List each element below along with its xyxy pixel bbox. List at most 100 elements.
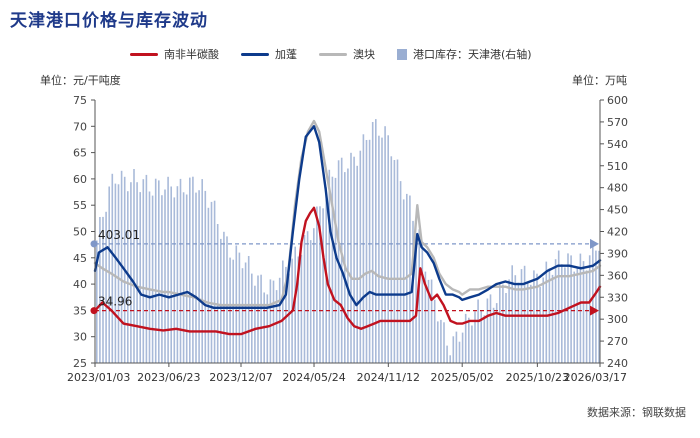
inventory-bar	[399, 181, 402, 363]
inventory-bar	[179, 178, 182, 363]
inventory-bar	[588, 255, 591, 363]
inventory-bar	[164, 189, 166, 363]
inventory-bar	[365, 140, 368, 363]
inventory-bar	[573, 271, 575, 363]
inventory-bar	[117, 184, 120, 363]
inventory-bar	[424, 271, 427, 363]
inventory-bar	[446, 345, 448, 363]
inventory-bar	[511, 265, 513, 363]
inventory-bar	[347, 168, 349, 363]
inventory-bar	[486, 298, 489, 363]
inventory-bar	[306, 231, 309, 363]
left-tick-label: 30	[73, 331, 87, 344]
inventory-bar	[331, 176, 334, 363]
right-tick-label: 300	[607, 313, 628, 326]
inventory-bar	[285, 266, 287, 363]
legend-label-gabon: 加蓬	[275, 48, 297, 61]
inventory-bar	[421, 243, 424, 363]
inventory-bar	[505, 293, 507, 363]
inventory-bar	[554, 259, 557, 363]
inventory-bar	[232, 259, 234, 363]
legend-item-gabon[interactable]: 加蓬	[241, 46, 297, 62]
legend-swatch-gabon	[241, 52, 269, 56]
series-line	[93, 119, 602, 307]
inventory-bar	[148, 191, 151, 363]
inventory-bar	[300, 254, 303, 363]
inventory-bar	[561, 264, 563, 363]
right-tick-label: 450	[607, 204, 628, 217]
inventory-bar	[471, 325, 473, 363]
inventory-bar	[142, 179, 145, 363]
inventory-bar	[508, 279, 510, 363]
inventory-bar	[576, 267, 579, 363]
inventory-bar	[598, 250, 600, 363]
annotations: 403.01 34.96	[90, 228, 140, 315]
inventory-bar	[557, 250, 560, 363]
inventory-bar	[294, 246, 296, 363]
inventory-bar	[474, 311, 476, 363]
inventory-bar	[452, 336, 455, 363]
inventory-bar	[340, 157, 343, 363]
inventory-bar	[455, 331, 458, 363]
right-tick-label: 270	[607, 335, 628, 348]
inventory-bar	[430, 279, 433, 363]
inventory-bar	[133, 169, 135, 363]
legend-item-port-inventory[interactable]: 港口库存：天津港(右轴)	[397, 46, 532, 62]
inventory-bar	[390, 156, 393, 363]
inventory-bar	[570, 255, 572, 363]
right-tick-label: 540	[607, 138, 628, 151]
inventory-bar	[468, 317, 470, 363]
reference-arrow	[590, 238, 599, 249]
inventory-bar	[220, 238, 222, 363]
inventory-bar	[213, 200, 216, 363]
left-tick-label: 25	[73, 357, 87, 370]
inventory-bar	[551, 274, 554, 363]
inventory-bar	[102, 216, 104, 363]
right-tick-label: 420	[607, 226, 628, 239]
inventory-bar	[247, 256, 250, 363]
inventory-bar	[272, 280, 275, 363]
legend-label-australia: 澳块	[353, 48, 375, 61]
left-tick-label: 50	[73, 226, 87, 239]
data-source: 数据来源：钢联数据	[587, 406, 686, 419]
price-lines	[93, 119, 602, 336]
legend-item-sa-semi-carbonate[interactable]: 南非半碳酸	[130, 46, 219, 62]
x-tick-label: 2023/06/23	[137, 371, 200, 384]
right-axis-unit: 单位：万吨	[572, 74, 627, 87]
inventory-bar	[204, 190, 207, 363]
inventory-bar	[216, 224, 219, 363]
inventory-bar	[523, 265, 526, 363]
inventory-bar	[381, 137, 383, 363]
inventory-bar	[545, 261, 548, 363]
legend-label-inventory: 港口库存：天津港(右轴)	[413, 48, 532, 61]
series-line	[93, 206, 602, 336]
inventory-bar	[282, 260, 284, 363]
inventory-bar	[207, 207, 210, 363]
inventory-bar	[154, 178, 157, 363]
chart-title: 天津港口价格与库存波动	[10, 11, 208, 31]
chart-legend: 南非半碳酸 加蓬 澳块 港口库存：天津港(右轴)	[130, 45, 690, 63]
inventory-bar	[275, 290, 278, 363]
inventory-bars	[96, 119, 600, 363]
inventory-bar	[334, 177, 337, 363]
inventory-bar	[210, 201, 213, 363]
inventory-bar	[251, 273, 253, 363]
left-axis-unit: 单位：元/干吨度	[40, 74, 121, 87]
inventory-bar	[492, 307, 495, 363]
inventory-bar	[415, 233, 417, 363]
inventory-bar	[402, 199, 405, 363]
inventory-bar	[464, 313, 467, 363]
left-tick-label: 35	[73, 304, 87, 317]
legend-swatch-sa	[130, 52, 158, 56]
inventory-bar	[223, 231, 225, 363]
inventory-bar	[254, 285, 256, 363]
axes: 25 30 35 40 45 50 55 60 65 70 75 240 270 300 330 360 390…	[67, 94, 628, 384]
right-tick-label: 570	[607, 116, 628, 129]
reference-marker	[90, 240, 98, 248]
legend-item-australia-lump[interactable]: 澳块	[319, 46, 375, 62]
inventory-bar	[480, 310, 482, 363]
right-tick-label: 510	[607, 160, 628, 173]
inventory-bar	[185, 194, 188, 363]
inventory-bar	[517, 282, 520, 363]
inventory-bar	[108, 186, 110, 363]
